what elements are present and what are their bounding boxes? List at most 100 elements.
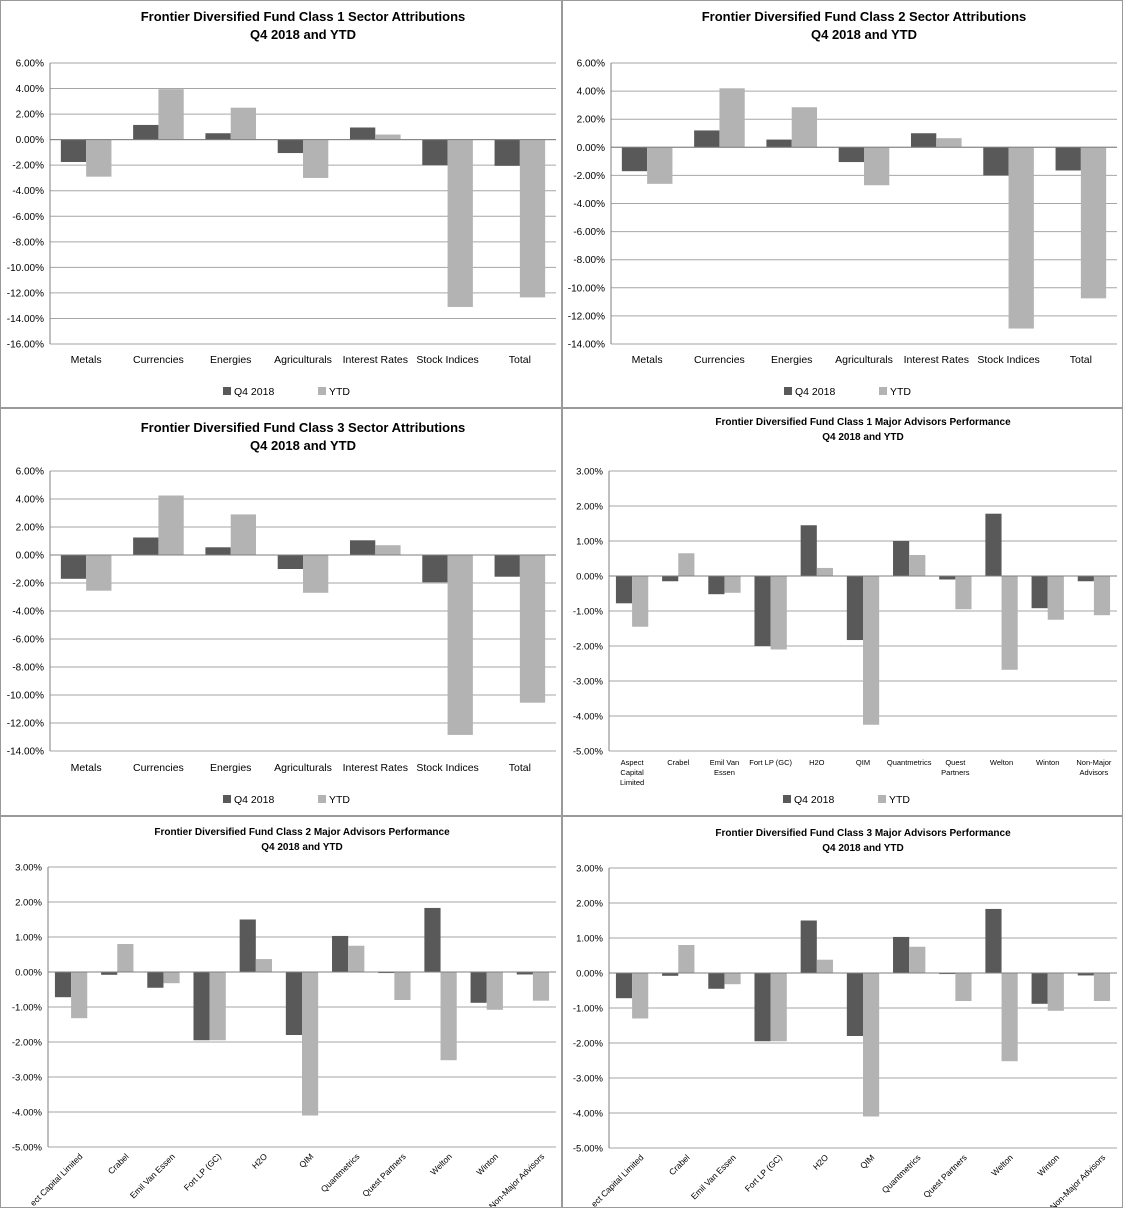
- chart-subtitle: Q4 2018 and YTD: [250, 438, 356, 453]
- x-tick-label: Total: [509, 762, 531, 774]
- y-tick-label: -3.00%: [12, 1073, 43, 1084]
- x-tick-label: Welton: [428, 1151, 454, 1177]
- x-tick-label: Quest Partners: [941, 758, 970, 777]
- x-tick-label: Interest Rates: [343, 762, 408, 774]
- bar-q4-2018-currencies: [133, 537, 159, 555]
- y-tick-label: 0.00%: [16, 135, 44, 146]
- y-tick-label: 3.00%: [576, 864, 603, 875]
- chart-title: Frontier Diversified Fund Class 1 Sector…: [141, 9, 466, 24]
- bar-ytd-fort-lp-gc: [209, 972, 226, 1041]
- bar-ytd-energies: [791, 107, 818, 148]
- bar-ytd-aspect-capital-limited: [632, 973, 649, 1019]
- bar-q4-2018-stock-indices: [422, 555, 448, 583]
- chart-title: Frontier Diversified Fund Class 1 Major …: [715, 417, 1011, 428]
- x-tick-label: Metals: [71, 762, 102, 774]
- y-tick-label: -4.00%: [573, 712, 604, 723]
- y-tick-label: -12.00%: [568, 311, 605, 322]
- bar-ytd-quantmetrics: [909, 946, 926, 973]
- x-tick-label: Stock Indices: [416, 762, 478, 774]
- bar-ytd-h2o: [255, 959, 272, 972]
- chart-title: Frontier Diversified Fund Class 3 Major …: [715, 828, 1011, 839]
- y-tick-label: -6.00%: [573, 227, 605, 238]
- y-tick-label: 6.00%: [16, 59, 44, 70]
- x-tick-label: Metals: [71, 354, 102, 366]
- bar-q4-2018-energies: [766, 139, 792, 148]
- x-tick-label: Fort LP (GC): [749, 758, 792, 767]
- legend-label-ytd: YTD: [329, 386, 350, 398]
- bar-q4-2018-total: [1055, 147, 1081, 171]
- bar-ytd-qim: [302, 972, 319, 1116]
- bar-ytd-energies: [230, 107, 257, 140]
- x-tick-label: Agriculturals: [274, 762, 332, 774]
- bar-ytd-total: [1080, 147, 1107, 299]
- bar-q4-2018-crabel: [101, 972, 118, 975]
- bar-ytd-emil-van-essen: [163, 972, 180, 984]
- bar-q4-2018-total: [494, 555, 520, 577]
- bar-q4-2018-qim: [846, 576, 863, 641]
- x-tick-label: Non-Major Advisors: [1076, 758, 1112, 777]
- bar-q4-2018-stock-indices: [422, 139, 448, 166]
- bar-ytd-total: [519, 555, 546, 703]
- y-tick-label: -6.00%: [12, 212, 44, 223]
- x-tick-label: Stock Indices: [977, 354, 1039, 366]
- chart-subtitle: Q4 2018 and YTD: [822, 432, 904, 443]
- bar-q4-2018-welton: [985, 513, 1002, 576]
- y-tick-label: -5.00%: [573, 1144, 604, 1155]
- bar-q4-2018-interest-rates: [349, 540, 376, 555]
- legend-label-q4: Q4 2018: [234, 794, 274, 806]
- bar-q4-2018-fort-lp-gc: [193, 972, 210, 1041]
- y-tick-label: -2.00%: [573, 1039, 604, 1050]
- legend-swatch-q4: [783, 795, 791, 803]
- bar-ytd-metals: [86, 139, 112, 177]
- class1-sector-chart: Frontier Diversified Fund Class 1 Sector…: [7, 9, 556, 398]
- bar-ytd-currencies: [158, 495, 184, 555]
- class3-advisors-chart-panel: Frontier Diversified Fund Class 3 Major …: [562, 816, 1123, 1208]
- bar-q4-2018-emil-van-essen: [147, 972, 164, 988]
- bar-q4-2018-quest-partners: [939, 973, 956, 975]
- y-tick-label: -2.00%: [12, 161, 44, 172]
- bar-q4-2018-agriculturals: [838, 147, 864, 163]
- x-tick-label: Quest Partners: [921, 1152, 968, 1199]
- bar-ytd-fort-lp-gc: [770, 576, 787, 650]
- x-tick-label: Metals: [632, 354, 663, 366]
- y-tick-label: 0.00%: [15, 968, 42, 979]
- x-tick-label: Emil Van Essen: [128, 1151, 177, 1200]
- bar-ytd-aspect-capital-limited: [71, 972, 88, 1019]
- y-tick-label: 6.00%: [577, 59, 605, 70]
- bar-ytd-interest-rates: [375, 545, 401, 555]
- x-tick-label: Emil Van Essen: [689, 1152, 738, 1201]
- class2-advisors-chart: Frontier Diversified Fund Class 2 Major …: [12, 827, 556, 1207]
- bar-q4-2018-qim: [285, 972, 302, 1035]
- x-tick-label: Currencies: [133, 762, 184, 774]
- x-tick-label: Crabel: [106, 1151, 131, 1176]
- bar-q4-2018-fort-lp-gc: [754, 973, 771, 1042]
- chart-title: Frontier Diversified Fund Class 3 Sector…: [141, 420, 466, 435]
- bar-q4-2018-currencies: [133, 124, 159, 140]
- bar-ytd-agriculturals: [864, 147, 890, 186]
- y-tick-label: 0.00%: [576, 969, 603, 980]
- bar-ytd-winton: [1047, 973, 1064, 1011]
- bar-q4-2018-interest-rates: [910, 133, 937, 148]
- chart-subtitle: Q4 2018 and YTD: [822, 843, 904, 854]
- y-tick-label: -1.00%: [573, 607, 604, 618]
- y-tick-label: -12.00%: [7, 288, 44, 299]
- y-tick-label: -4.00%: [12, 607, 44, 618]
- bar-q4-2018-aspect-capital-limited: [54, 972, 72, 998]
- bar-q4-2018-metals: [621, 147, 648, 172]
- legend-swatch-ytd: [879, 387, 887, 395]
- bar-ytd-stock-indices: [447, 555, 473, 735]
- y-tick-label: -3.00%: [573, 677, 604, 688]
- legend-swatch-q4: [223, 795, 231, 803]
- y-tick-label: -4.00%: [12, 1108, 43, 1119]
- x-tick-label: H2O: [811, 1152, 831, 1172]
- bar-q4-2018-quantmetrics: [332, 935, 349, 972]
- y-tick-label: -8.00%: [12, 237, 44, 248]
- bar-q4-2018-non-major-advisors: [516, 972, 533, 975]
- y-tick-label: -4.00%: [12, 186, 44, 197]
- bar-ytd-welton: [1001, 973, 1018, 1062]
- bar-q4-2018-non-major-advisors: [1077, 973, 1094, 976]
- x-tick-label: Fort LP (GC): [743, 1152, 784, 1193]
- bar-q4-2018-winton: [1031, 576, 1048, 609]
- bar-q4-2018-interest-rates: [349, 127, 376, 140]
- x-tick-label: Interest Rates: [904, 354, 969, 366]
